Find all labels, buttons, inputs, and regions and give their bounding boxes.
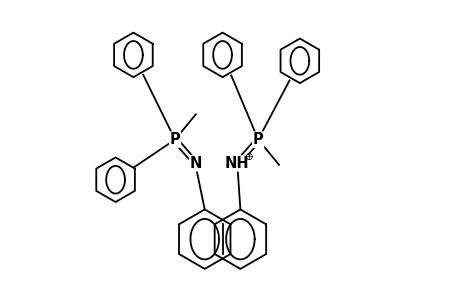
Text: ⊕: ⊕ <box>244 152 252 162</box>
Text: NH: NH <box>224 156 249 171</box>
Text: P: P <box>169 132 180 147</box>
Text: N: N <box>189 156 202 171</box>
Text: P: P <box>252 132 263 147</box>
